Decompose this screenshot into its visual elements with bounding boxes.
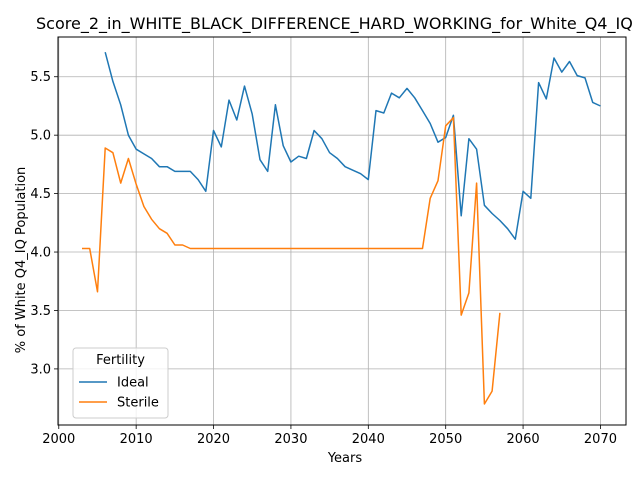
x-tick-label: 2040 [352,432,385,447]
x-axis-label: Years [327,451,363,466]
x-tick-label: 2000 [42,432,75,447]
x-tick-label: 2060 [507,432,540,447]
chart-title: Score_2_in_WHITE_BLACK_DIFFERENCE_HARD_W… [36,14,633,34]
x-tick-label: 2070 [584,432,617,447]
y-tick-label: 4.0 [30,246,51,261]
series-lines [82,52,601,405]
legend-title: Fertility [96,353,145,368]
y-tick-label: 4.5 [30,187,51,202]
x-tick-label: 2030 [274,432,307,447]
legend-label-sterile: Sterile [117,396,159,411]
legend-box [72,347,169,419]
y-tick-label: 3.5 [30,304,51,319]
axis-ticks: 2000 2010 2020 2030 2040 2050 2060 2070 3.0 3.5 4.… [30,70,617,447]
x-tick-label: 2010 [120,432,153,447]
y-axis-label: % of White Q4_IQ Population [14,167,29,354]
series-line-ideal [104,52,601,240]
y-tick-label: 5.0 [30,129,51,144]
x-tick-label: 2050 [429,432,462,447]
y-tick-label: 5.5 [30,70,51,85]
x-tick-label: 2020 [197,432,230,447]
plot-area-frame [57,36,627,426]
y-tick-label: 3.0 [30,362,51,377]
legend-label-ideal: Ideal [117,376,149,391]
legend: Fertility Ideal Sterile [72,347,169,419]
series-line-sterile [82,116,501,405]
